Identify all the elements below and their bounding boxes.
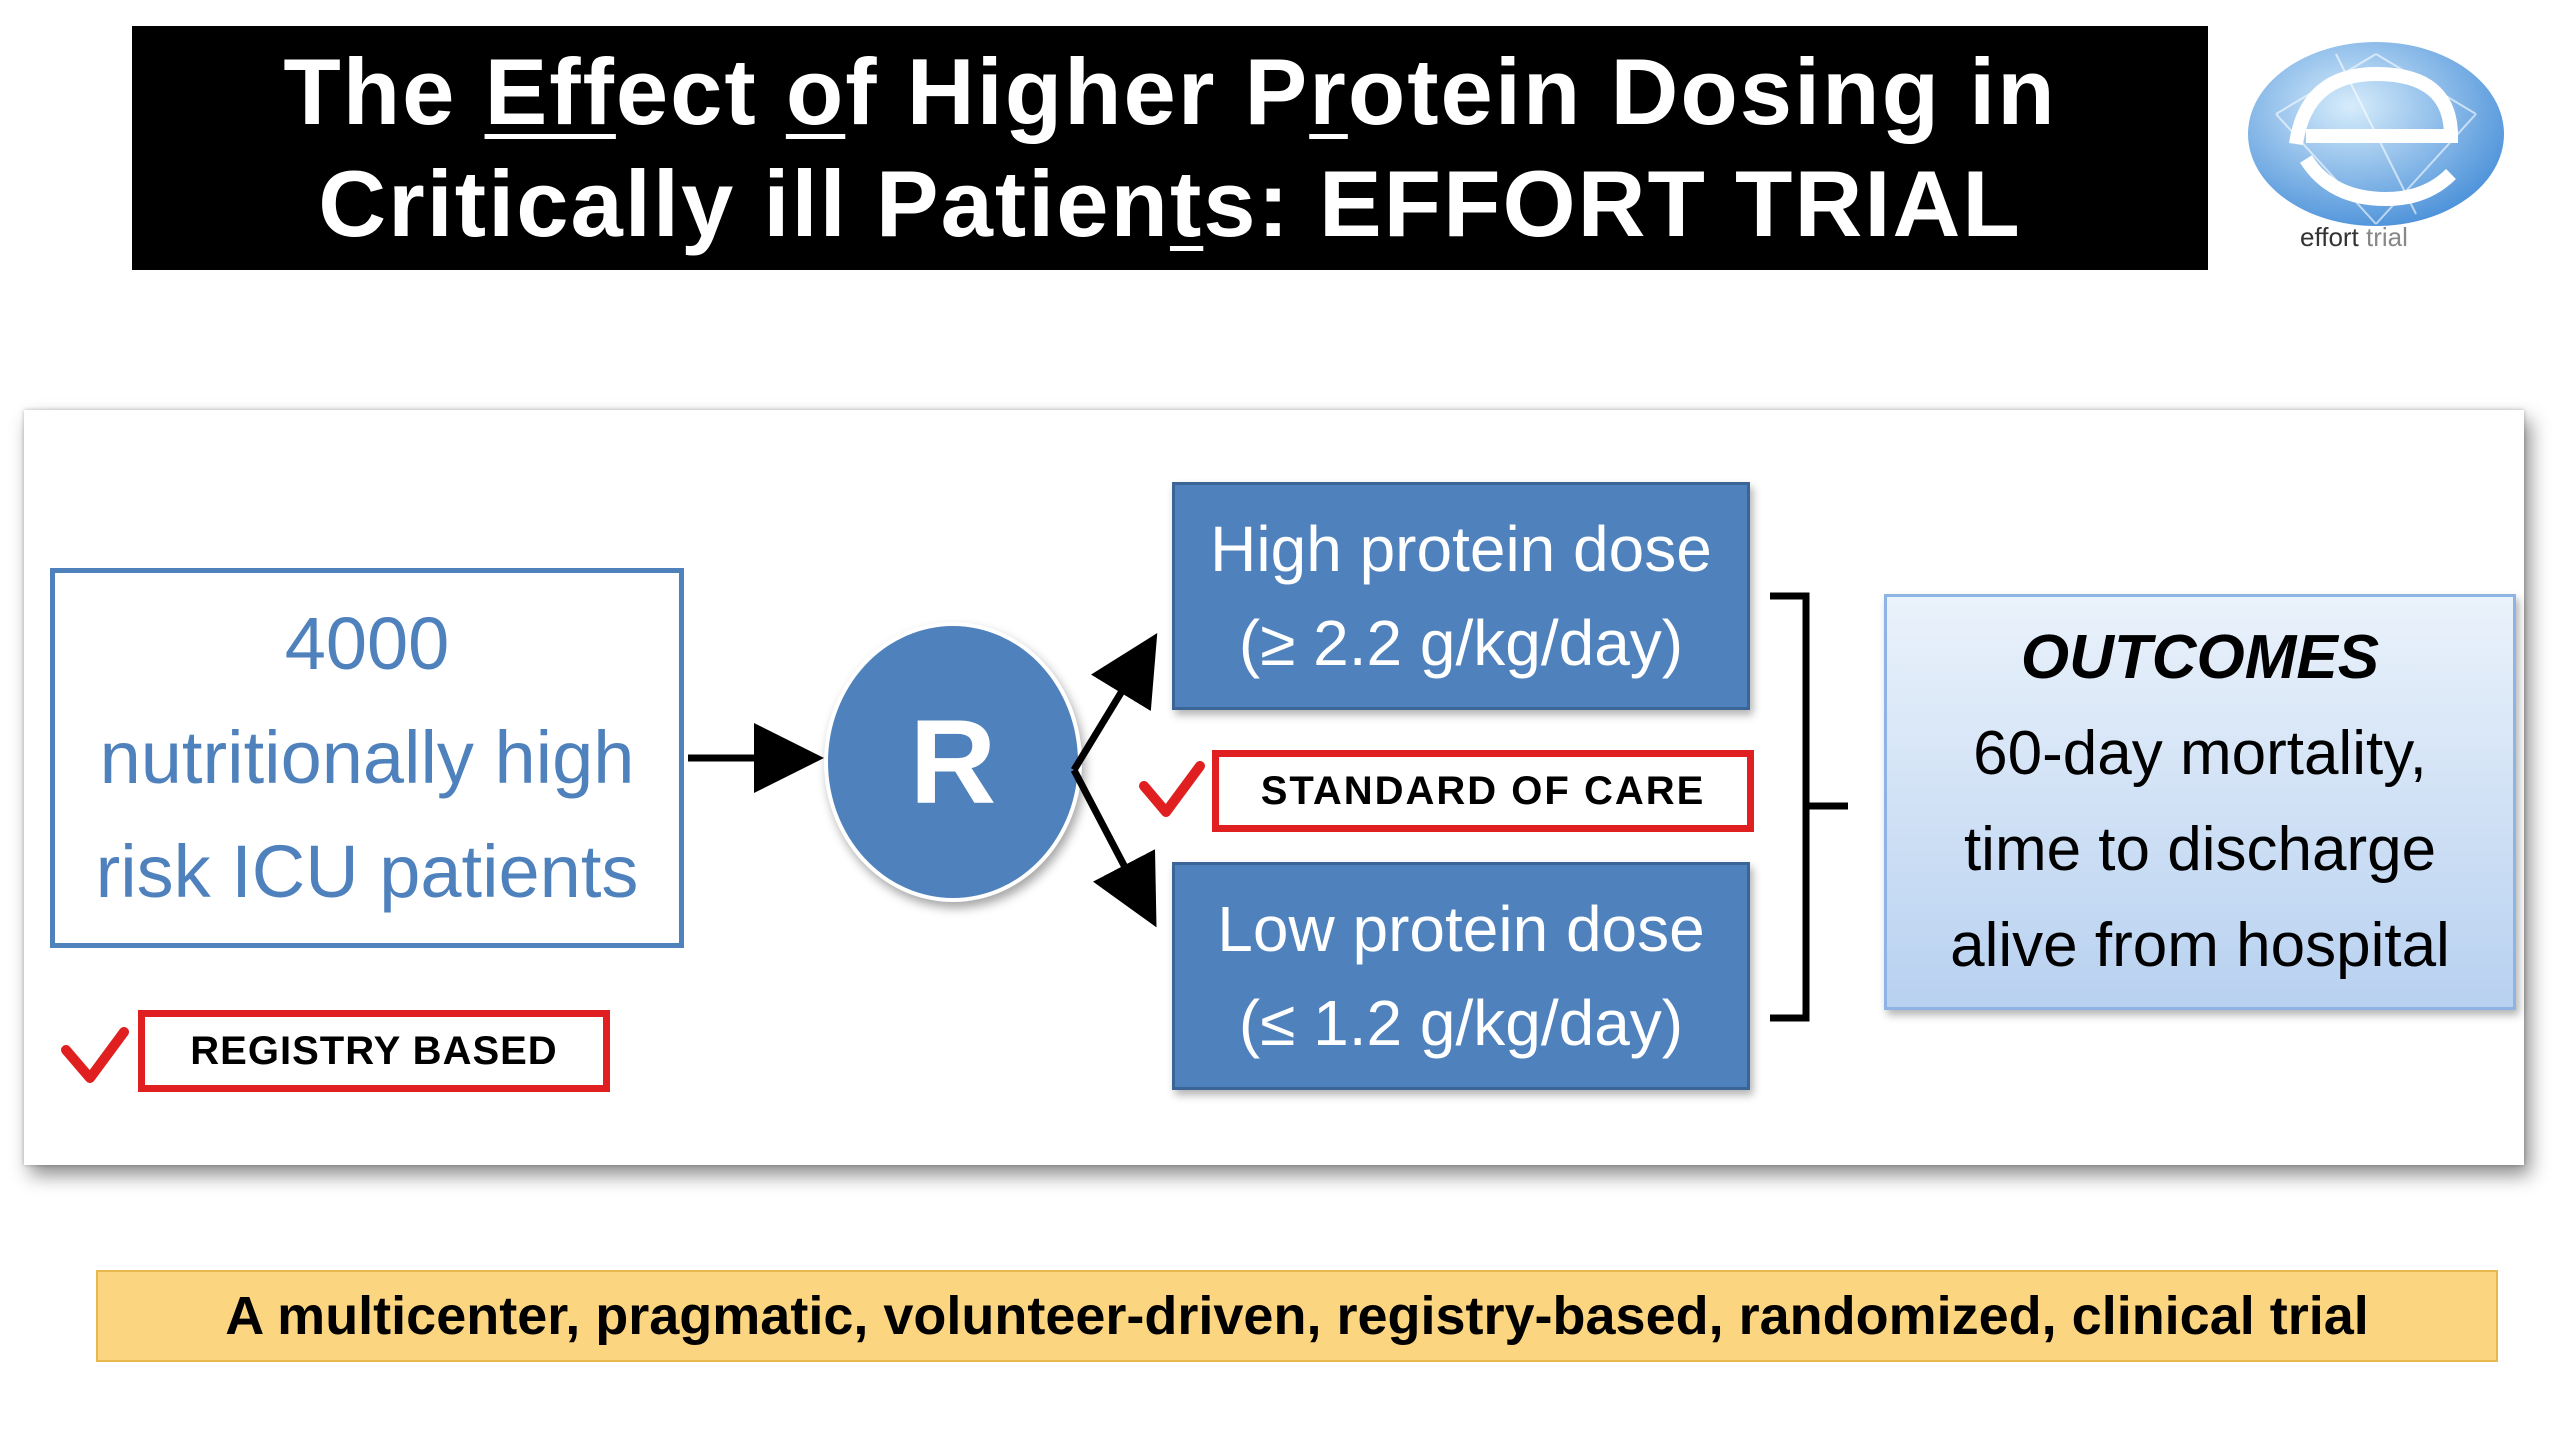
footer-banner: A multicenter, pragmatic, volunteer-driv… (96, 1270, 2498, 1362)
logo-text-bold: effort (2300, 222, 2359, 252)
footer-text: A multicenter, pragmatic, volunteer-driv… (225, 1286, 2369, 1346)
outcome-line-2: time to discharge (1963, 815, 2437, 884)
high-arm-line-2: (≥ 2.2 g/kg/day) (1238, 607, 1684, 679)
title-banner: The Effect of Higher Protein Dosing in C… (132, 26, 2208, 270)
outcome-line-1: 60-day mortality, (1973, 719, 2427, 788)
title-line1-segment-3: o (785, 39, 846, 144)
outcomes-heading: OUTCOMES (2020, 623, 2380, 692)
logo-text-light: trial (2366, 222, 2408, 252)
effort-trial-logo (2248, 42, 2504, 226)
arrow-to-high-arm (1071, 633, 1158, 772)
low-protein-arm: Low protein dose (≤ 1.2 g/kg/day) (1172, 862, 1750, 1090)
randomization-label: R (909, 695, 997, 829)
title-line1-segment-6: otein Dosing in (1347, 39, 2057, 144)
title-line1-segment-1: Eff (484, 39, 616, 144)
title-line1-segment-4: f Higher P (845, 39, 1310, 144)
title-line1-segment-5: r (1309, 39, 1348, 144)
randomization-node: R (824, 622, 1082, 902)
population-line-3: risk ICU patients (95, 830, 639, 913)
check-icon-standard-of-care (1139, 761, 1205, 817)
population-box: 4000 nutritionally high risk ICU patient… (50, 568, 684, 948)
high-arm-line-1: High protein dose (1210, 513, 1712, 585)
high-protein-arm: High protein dose (≥ 2.2 g/kg/day) (1172, 482, 1750, 710)
title-line1-segment-0: The (283, 39, 485, 144)
title-line2-segment-0: Critically ill Patien (318, 151, 1170, 256)
check-icon-registry-based (61, 1027, 129, 1083)
title-line-2: Critically ill Patients: EFFORT TRIAL (318, 148, 2022, 260)
outcome-line-3: alive from hospital (1950, 911, 2450, 980)
registry-based-label: REGISTRY BASED (138, 1010, 610, 1092)
low-arm-line-1: Low protein dose (1217, 893, 1705, 965)
title-line1-segment-2: ect (615, 39, 786, 144)
title-line2-segment-1: t (1169, 151, 1204, 256)
outcomes-box: OUTCOMES 60-day mortality, time to disch… (1884, 594, 2516, 1010)
population-line-1: 4000 (284, 602, 450, 685)
title-line2-segment-2: s: EFFORT TRIAL (1203, 151, 2022, 256)
outcome-bracket (1770, 592, 1848, 1022)
arrow-to-low-arm (1070, 768, 1157, 928)
logo-caption: effort trial (2300, 222, 2408, 253)
low-arm-line-2: (≤ 1.2 g/kg/day) (1238, 987, 1684, 1059)
population-line-2: nutritionally high (99, 716, 635, 799)
standard-of-care-label: STANDARD OF CARE (1212, 750, 1754, 832)
title-line-1: The Effect of Higher Protein Dosing in (283, 36, 2056, 148)
